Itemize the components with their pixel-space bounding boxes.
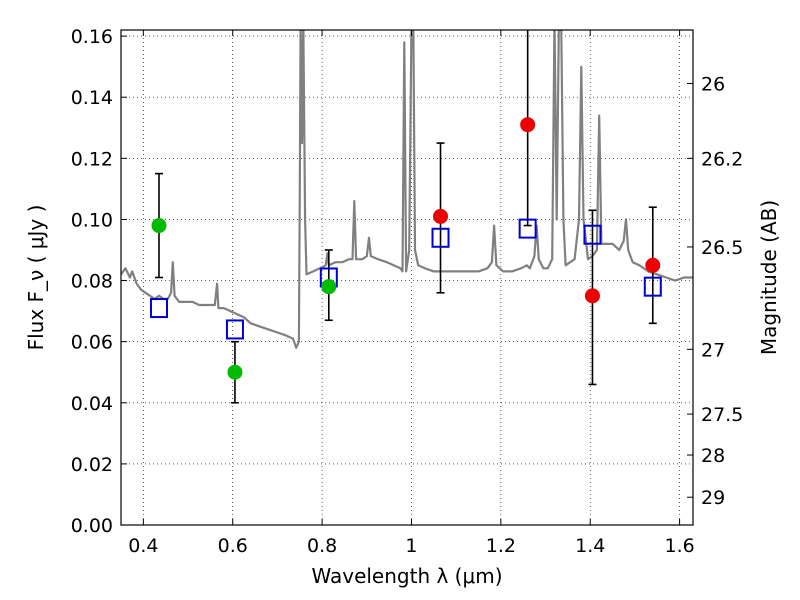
plot-frame: [120, 29, 694, 526]
x-tick-label: 1.6: [664, 535, 694, 557]
grid: [121, 30, 693, 526]
observed-point: [151, 218, 167, 234]
y-tick-label: 0.08: [71, 271, 113, 293]
y2-tick-label: 29: [701, 487, 725, 509]
model-square: [149, 298, 168, 319]
y2-axis-label: Magnitude (AB): [757, 200, 781, 355]
y-tick-label: 0.00: [71, 515, 113, 537]
x-axis-label: Wavelength λ (μm): [311, 564, 502, 588]
y2-tick-label: 26: [701, 73, 725, 95]
y-tick-label: 0.12: [71, 148, 113, 170]
x-tick-label: 0.8: [307, 535, 337, 557]
x-tick-label: 0.4: [128, 535, 158, 557]
y-tick-label: 0.10: [71, 209, 113, 231]
y2-tick-label: 27.5: [701, 404, 743, 426]
observed-point: [227, 364, 243, 380]
tick-labels: 0.4 0.6 0.8 1 1.2 1.4 1.6 0.00 0.02 0.04 0.06 0.08 0…: [71, 26, 744, 557]
observed-point: [584, 288, 600, 304]
y-tick-label: 0.04: [71, 393, 113, 415]
observed-point: [433, 208, 449, 224]
y-tick-label: 0.14: [71, 87, 113, 109]
marker-layer: [149, 30, 662, 404]
x-tick-label: 1: [405, 535, 417, 557]
model-square: [225, 319, 244, 340]
y2-tick-label: 26.2: [701, 148, 743, 170]
y-tick-label: 0.16: [71, 26, 113, 48]
y-axis-label: Flux F_ν ( μJy ): [24, 205, 48, 351]
model-square: [643, 276, 662, 297]
model-square: [518, 218, 537, 239]
y2-tick-label: 27: [701, 339, 725, 361]
x-tick-label: 1.4: [575, 535, 605, 557]
model-square: [431, 227, 450, 248]
x-tick-label: 1.2: [486, 535, 516, 557]
spectrum-line: [121, 30, 693, 349]
y2-tick-label: 26.5: [701, 237, 743, 259]
x-tick-label: 0.6: [218, 535, 248, 557]
ticks: [121, 30, 693, 526]
y-tick-label: 0.06: [71, 332, 113, 354]
y2-tick-label: 28: [701, 445, 725, 467]
observed-point: [321, 279, 337, 295]
spectrum-layer: [121, 30, 693, 349]
observed-point: [645, 257, 661, 273]
model-square: [583, 224, 602, 245]
y-tick-label: 0.02: [71, 454, 113, 476]
observed-point: [520, 117, 536, 133]
